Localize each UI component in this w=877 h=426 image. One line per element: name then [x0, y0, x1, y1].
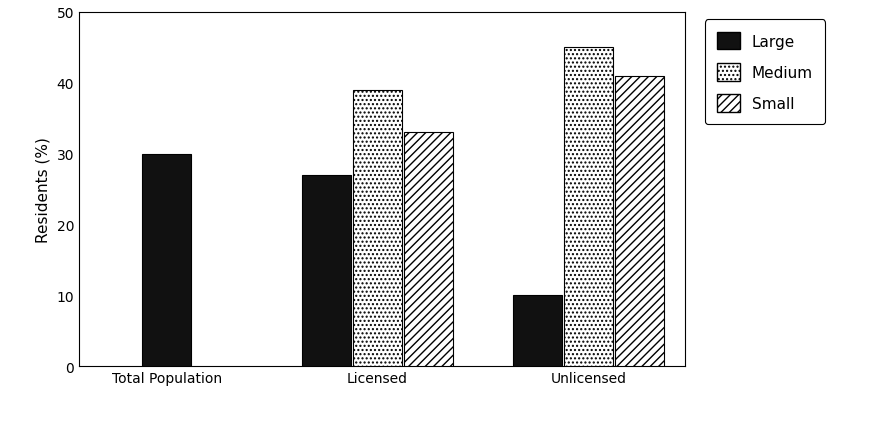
Bar [302, 176, 351, 366]
Y-axis label: Residents (%): Residents (%) [36, 137, 51, 242]
Bar [403, 133, 453, 366]
Bar [512, 296, 561, 366]
Bar [142, 154, 191, 366]
Bar [614, 76, 663, 366]
Bar [353, 91, 402, 366]
Legend: Large, Medium, Small: Large, Medium, Small [704, 20, 824, 125]
Bar [563, 48, 612, 366]
